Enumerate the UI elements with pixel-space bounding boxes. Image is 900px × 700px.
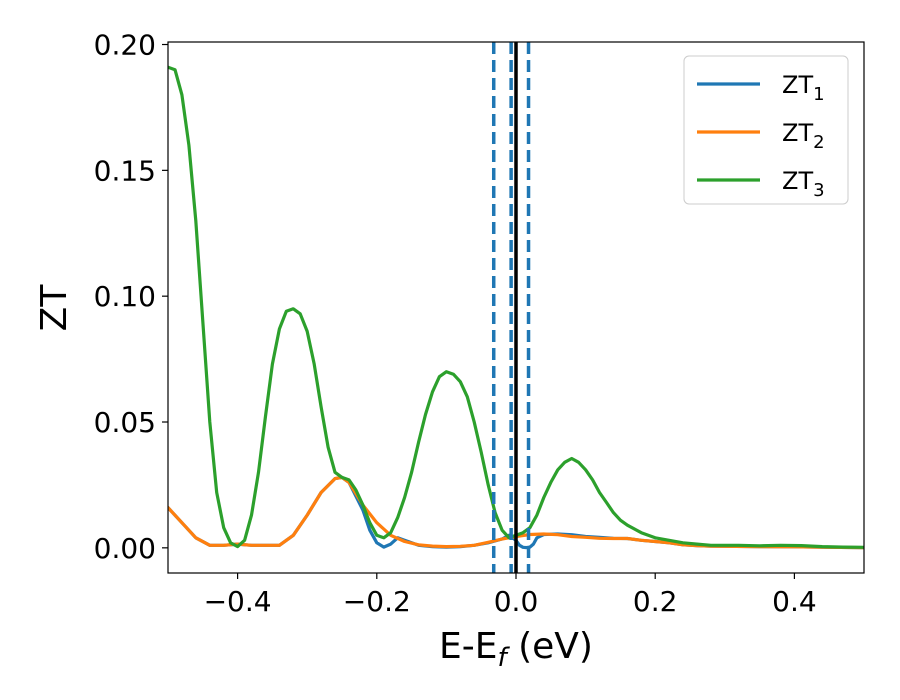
legend-label-1: ZT1	[782, 71, 825, 105]
legend-box	[683, 55, 849, 205]
x-axis-label-unit: (eV)	[507, 626, 593, 667]
series-line-2	[168, 475, 864, 550]
series-line-3	[168, 65, 864, 549]
x-tick-label: 0.4	[772, 585, 817, 618]
legend-label-3: ZT3	[782, 167, 825, 201]
legend: ZT1 ZT2 ZT3	[683, 55, 849, 205]
vertical-marker-lines	[491, 42, 531, 573]
y-tick-label: 0.15	[94, 154, 156, 187]
x-tick-label: −0.2	[343, 585, 411, 618]
y-axis-label: ZT	[34, 284, 75, 332]
y-axis-ticks: 0.00 0.05 0.10 0.15 0.20	[94, 29, 168, 565]
x-tick-label: 0.2	[633, 585, 678, 618]
x-tick-label: 0.0	[494, 585, 539, 618]
x-tick-label: −0.4	[204, 585, 272, 618]
y-tick-label: 0.20	[94, 29, 156, 62]
x-axis-ticks: −0.4 −0.2 0.0 0.2 0.4	[204, 573, 817, 618]
y-tick-label: 0.10	[94, 280, 156, 313]
legend-label-2: ZT2	[782, 119, 825, 153]
series-lines	[168, 65, 864, 550]
y-tick-label: 0.00	[94, 532, 156, 565]
x-axis-label: E-Ef (eV)	[439, 626, 593, 673]
y-tick-label: 0.05	[94, 406, 156, 439]
